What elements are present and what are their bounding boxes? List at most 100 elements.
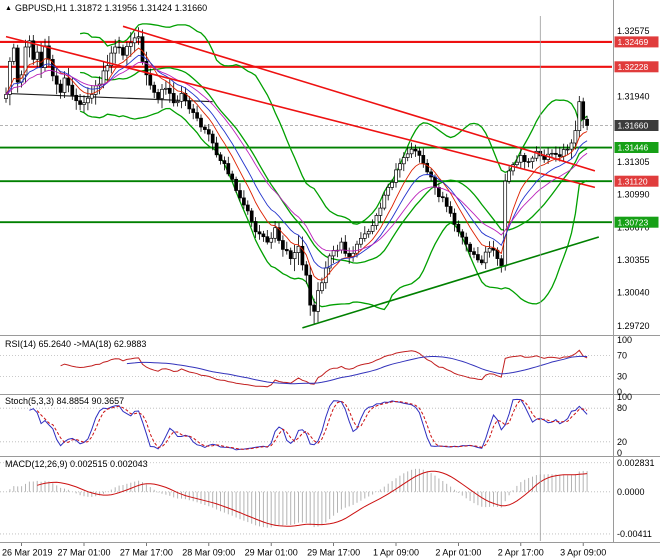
candle-body (199, 117, 203, 128)
candle-body (210, 133, 215, 144)
price-tick: 1.30355 (617, 255, 650, 265)
candle-body (218, 154, 223, 161)
candle-body (171, 93, 176, 104)
price-badge (614, 216, 659, 228)
candle-body (144, 61, 149, 76)
price-tick: 1.29720 (617, 321, 650, 331)
time-label: 28 Mar 09:00 (182, 548, 235, 558)
time-label: 2 Apr 01:00 (435, 548, 481, 558)
candle-body (238, 190, 242, 199)
candle-body (54, 75, 59, 85)
static-lines-layer (0, 40, 612, 224)
candle-body (66, 77, 71, 86)
candle-body (479, 259, 484, 264)
candle-body (413, 148, 418, 152)
candle-body (128, 42, 133, 47)
chart-header: ▲ GBPUSD,H1 1.31872 1.31956 1.31424 1.316… (5, 3, 207, 14)
candle-body (355, 243, 359, 254)
candle-body (421, 155, 426, 164)
candle-body (261, 233, 266, 238)
candle-body (370, 225, 375, 232)
candle-body (316, 290, 320, 312)
candle-body (187, 100, 192, 110)
stoch-tick: 100 (617, 392, 632, 402)
candle-body (440, 196, 445, 199)
candle-body (343, 241, 348, 254)
candle-body (382, 194, 387, 209)
candle-body (39, 51, 43, 68)
price-badge (614, 61, 659, 73)
candle-body (230, 173, 235, 180)
candle-body (394, 169, 398, 183)
stoch-panel-label: Stoch(5,3,3) 84.8854 90.3657 (5, 396, 124, 407)
red-trendline (5, 35, 596, 189)
price-badge-text: 1.32469 (618, 37, 649, 47)
macd-panel-label: MACD(12,26,9) 0.002515 0.002043 (5, 459, 148, 470)
ema-fast (5, 47, 588, 281)
price-tick: 1.32575 (617, 26, 650, 36)
time-label: 1 Apr 09:00 (373, 548, 419, 558)
time-label: 29 Mar 01:00 (245, 548, 298, 558)
candle-body (503, 180, 508, 267)
candle-body (401, 157, 406, 165)
candle-body (156, 92, 160, 99)
price-badges: 1.32469 1.32228 1.31660 1.31446 1.31120 1.307… (614, 36, 659, 228)
rsi-tick: 0 (617, 387, 622, 397)
stoch-k-line (29, 398, 588, 451)
candle-body (511, 164, 515, 172)
candle-body (573, 130, 578, 144)
candle-body (167, 87, 172, 94)
stoch-tick: 0 (617, 448, 622, 458)
green-trendline (302, 236, 600, 329)
macd-signal-layer (37, 470, 588, 527)
candle-body (249, 210, 254, 222)
ohlc-values: 1.31872 1.31956 1.31424 1.31660 (69, 3, 208, 13)
candle-body (417, 150, 422, 156)
price-badge (614, 175, 659, 187)
rsi-line (60, 349, 588, 388)
candle-body (557, 154, 562, 157)
candle-body (82, 102, 86, 105)
price-badge-text: 1.31120 (618, 176, 648, 186)
candle-body (222, 160, 227, 164)
candle-body (577, 101, 582, 131)
candle-body (11, 47, 16, 62)
stoch-label: Stoch(5,3,3) 84.8854 90.3657 (5, 396, 125, 406)
candle-body (15, 47, 20, 83)
candle-body (234, 178, 238, 191)
candle-body (152, 84, 157, 93)
candle-body (507, 170, 511, 182)
candle-body (242, 197, 246, 206)
rsi-tick: 70 (617, 351, 627, 361)
candle-body (27, 40, 32, 48)
time-label: 27 Mar 01:00 (57, 548, 110, 558)
candle-body (86, 97, 90, 104)
candle-body (331, 250, 336, 257)
price-badge-text: 1.32228 (618, 62, 649, 72)
candle-body (292, 252, 297, 260)
rsi-panel-label: RSI(14) 65.2640 ->MA(18) 62.9883 (5, 339, 146, 350)
stoch-tick: 20 (617, 437, 627, 447)
candle-body (409, 148, 414, 155)
candle-body (561, 149, 566, 157)
candle-body (117, 46, 121, 49)
candle-body (281, 240, 285, 250)
candle-body (433, 176, 437, 188)
candle-body (78, 100, 82, 105)
candle-body (374, 215, 379, 226)
candle-body (136, 36, 141, 39)
candle-body (50, 59, 55, 77)
candle-body (89, 94, 94, 99)
black-trendline (5, 92, 213, 103)
stoch-d-line (36, 398, 588, 450)
price-badge-text: 1.31660 (618, 121, 649, 131)
candle-body (160, 88, 164, 99)
candle-body (74, 94, 79, 102)
candle-body (491, 247, 496, 251)
frame-layer (0, 0, 660, 543)
candle-body (4, 94, 8, 99)
candle-body (483, 251, 488, 264)
candle-body (140, 36, 145, 62)
candle-body (296, 245, 301, 253)
